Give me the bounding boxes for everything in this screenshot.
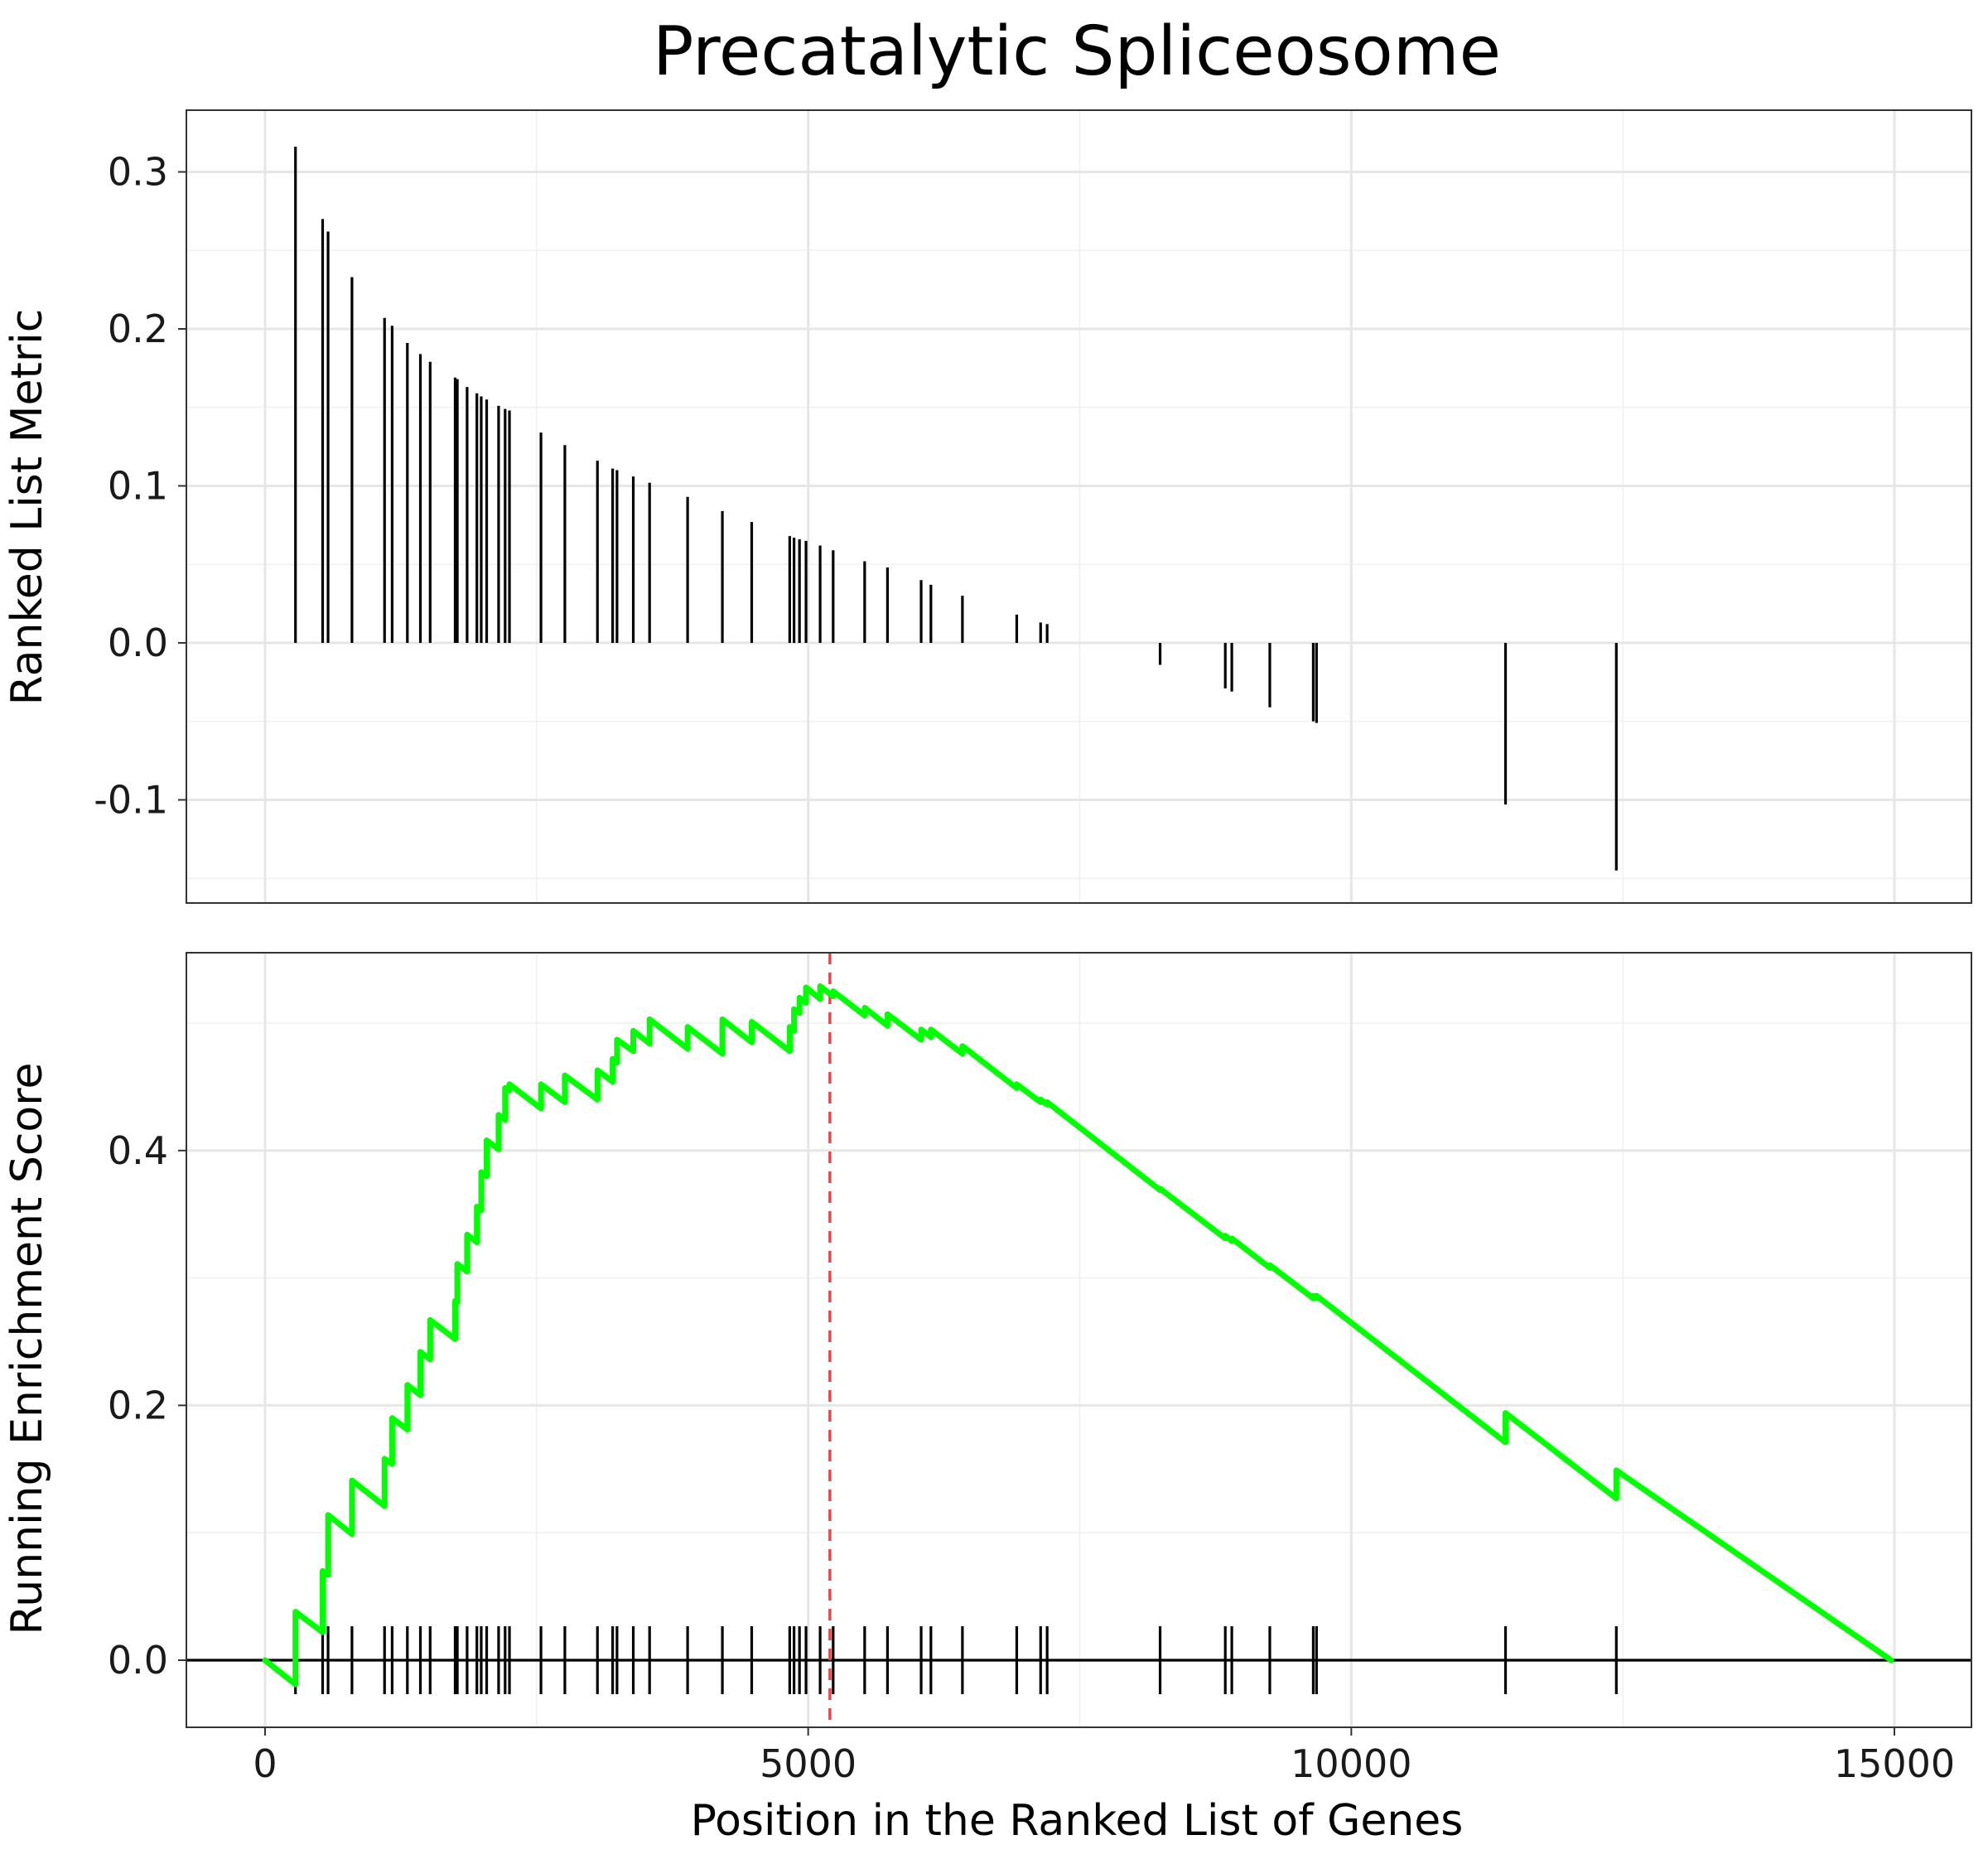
enrichment-score-x-ticks: 0 5000 10000 15000	[253, 1727, 1955, 1786]
ranked-list-metric-y-ticks: -0.1 0.0 0.1 0.2 0.3	[94, 150, 186, 823]
ranked-list-metric-panel: -0.1 0.0 0.1 0.2 0.3 Ranked List Metric	[2, 109, 1972, 904]
x-tick-label: 5000	[760, 1741, 856, 1786]
y-tick-label: 0.0	[108, 1638, 168, 1683]
y-tick-label: 0.3	[108, 150, 168, 195]
y-tick-label: 0.2	[108, 1383, 168, 1427]
ranked-list-metric-ylabel: Ranked List Metric	[2, 309, 52, 706]
ranked-list-metric-frame	[186, 109, 1972, 904]
running-enrichment-score-line	[262, 983, 1894, 1688]
enrichment-score-xlabel: Position in the Ranked List of Genes	[691, 1796, 1464, 1846]
y-tick-label: -0.1	[94, 778, 168, 823]
enrichment-score-frame	[186, 952, 1972, 1728]
ranked-list-metric-bars	[186, 109, 1972, 904]
x-tick-label: 10000	[1291, 1741, 1411, 1786]
enrichment-score-y-ticks: 0.0 0.2 0.4	[108, 1128, 186, 1683]
enrichment-score-ylabel: Running Enrichment Score	[2, 1063, 52, 1635]
enrichment-score-lines	[186, 952, 1972, 1728]
y-tick-label: 0.0	[108, 621, 168, 665]
y-tick-label: 0.4	[108, 1128, 168, 1173]
running-enrichment-score-panel: 0.0 0.2 0.4 0 5000 10000 15000 Running Enrich…	[2, 952, 1972, 1846]
y-tick-label: 0.1	[108, 464, 168, 509]
x-tick-label: 0	[253, 1741, 277, 1786]
x-tick-label: 15000	[1834, 1741, 1955, 1786]
y-tick-label: 0.2	[108, 307, 168, 351]
chart-title: Precatalytic Spliceosome	[653, 12, 1501, 91]
ranked-list-metric-grid	[186, 110, 1971, 903]
enrichment-score-grid	[186, 953, 1971, 1727]
